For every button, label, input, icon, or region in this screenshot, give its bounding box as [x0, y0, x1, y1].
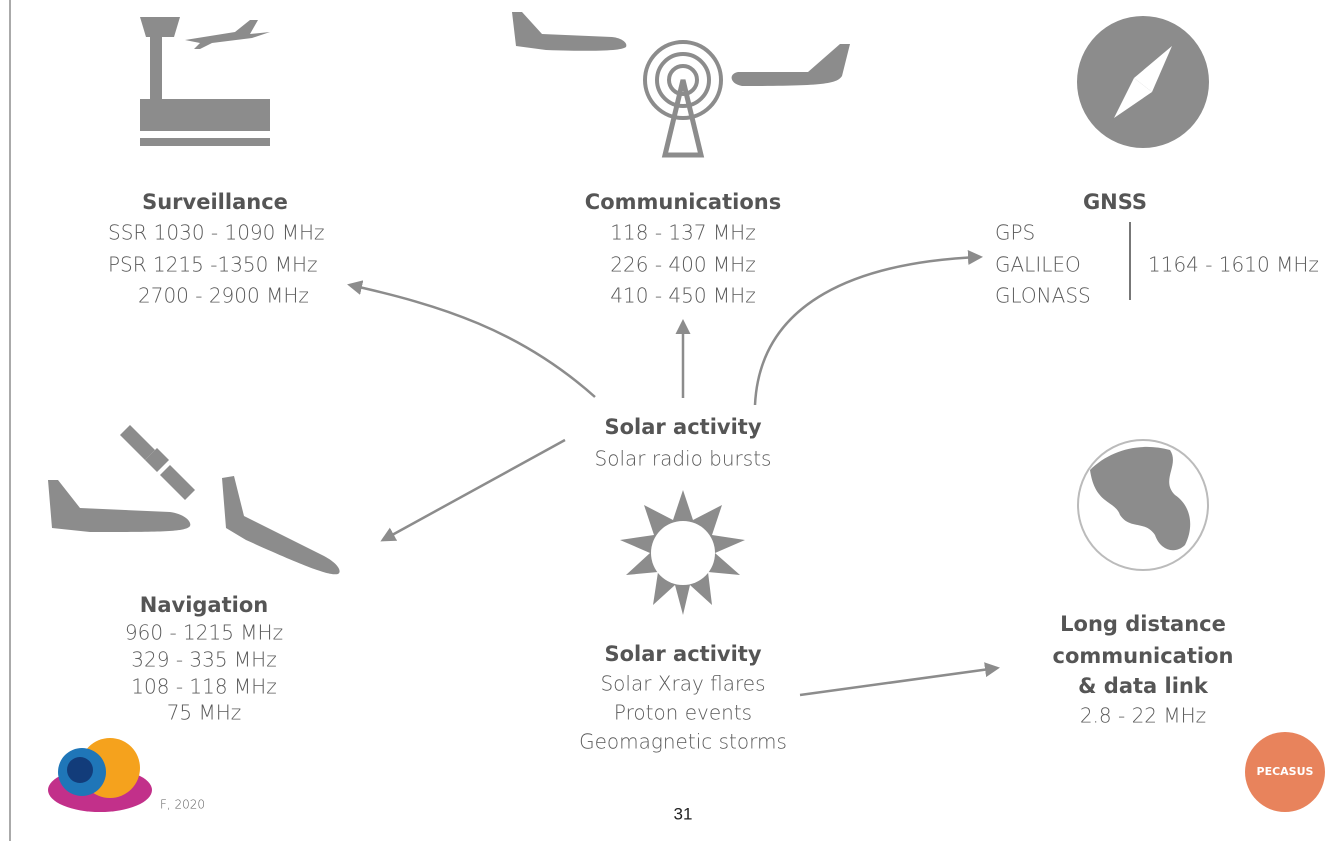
freq-line: 75 MHz — [167, 701, 242, 725]
section-title: Solar activity — [604, 642, 761, 666]
section-title: Navigation — [140, 593, 268, 617]
logo-text: PECASUS — [1257, 765, 1314, 778]
section-title: Solar activity — [604, 415, 761, 439]
plane-icon — [48, 12, 850, 575]
system-name: GLONASS — [995, 284, 1091, 308]
section-title: GNSS — [1083, 190, 1147, 214]
effect-line: Solar Xray flares — [600, 672, 765, 696]
section-title: & data link — [1078, 674, 1209, 698]
freq-line: 2.8 - 22 MHz — [1080, 704, 1206, 728]
freq-line: PSR 1215 -1350 MHz — [108, 253, 318, 277]
freq-line: 118 - 137 MHz — [610, 221, 755, 245]
section-title: Communications — [585, 190, 781, 214]
freq-line: 410 - 450 MHz — [610, 284, 755, 308]
satellite-icon — [120, 425, 195, 500]
system-name: GALILEO — [995, 253, 1081, 277]
right-logo: PECASUS — [1245, 732, 1325, 812]
arrows — [347, 250, 1000, 697]
freq-line: 2700 - 2900 MHz — [138, 284, 309, 308]
section-title: communication — [1053, 644, 1234, 668]
freq-line: SSR 1030 - 1090 MHz — [108, 221, 325, 245]
sun-icon — [620, 490, 745, 615]
freq-line: 960 - 1215 MHz — [125, 621, 283, 645]
left-logo — [48, 738, 152, 812]
tower-icon — [140, 17, 270, 146]
compass-icon — [1077, 16, 1209, 148]
effect-line: Geomagnetic storms — [579, 730, 787, 754]
antenna-icon — [643, 40, 723, 158]
system-name: GPS — [995, 221, 1035, 245]
freq-line: 108 - 118 MHz — [131, 675, 276, 699]
section-title: Long distance — [1060, 612, 1226, 636]
page-number: 31 — [674, 804, 693, 823]
globe-icon — [1077, 439, 1209, 571]
footer-credit: F, 2020 — [160, 798, 205, 812]
freq-line: 329 - 335 MHz — [131, 648, 276, 672]
effect-line: Solar radio bursts — [595, 447, 772, 471]
effect-line: Proton events — [614, 701, 752, 725]
section-title: Surveillance — [142, 190, 288, 214]
freq-line: 226 - 400 MHz — [610, 253, 755, 277]
freq-line: 1164 - 1610 MHz — [1148, 253, 1319, 277]
